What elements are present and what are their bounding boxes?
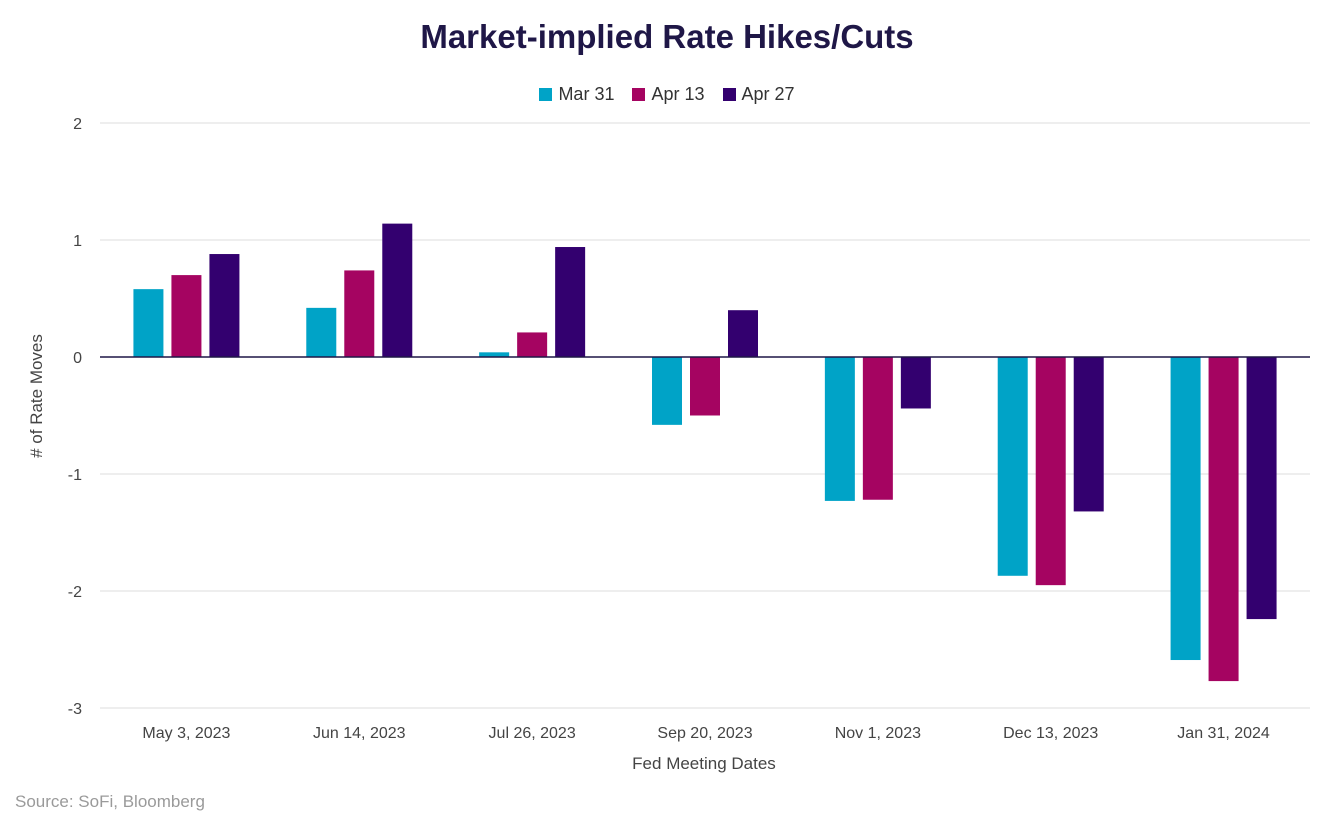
legend-item-apr-13: Apr 13 xyxy=(632,84,705,105)
legend-label: Mar 31 xyxy=(558,84,615,104)
x-tick-label: Jan 31, 2024 xyxy=(1177,725,1270,742)
legend-item-mar-31: Mar 31 xyxy=(539,84,614,105)
bar-apr-27 xyxy=(555,247,586,357)
chart-title: Market-implied Rate Hikes/Cuts xyxy=(420,18,914,55)
bars xyxy=(133,223,1277,682)
x-axis-ticks: May 3, 2023 Jun 14, 2023 Jul 26, 2023 Sep 2… xyxy=(142,725,1270,742)
legend-label: Apr 13 xyxy=(651,84,705,104)
bar-apr-13 xyxy=(344,270,375,357)
bar-apr-13 xyxy=(171,275,202,357)
legend-label: Apr 27 xyxy=(741,84,795,104)
x-tick-label: Nov 1, 2023 xyxy=(835,725,921,742)
source-note: Source: SoFi, Bloomberg xyxy=(15,792,205,811)
legend-swatch xyxy=(539,88,553,101)
bar-apr-13 xyxy=(1208,357,1239,682)
gridlines xyxy=(100,122,1310,709)
bar-apr-13 xyxy=(690,357,720,416)
bar-mar-31 xyxy=(133,289,164,357)
bar-apr-13 xyxy=(517,332,548,357)
x-tick-label: Sep 20, 2023 xyxy=(657,725,752,742)
y-tick-label: 2 xyxy=(73,116,82,133)
y-axis-ticks: 2 1 0 -1 -2 -3 xyxy=(68,116,82,718)
legend-swatch xyxy=(722,88,736,101)
bar-apr-27 xyxy=(382,223,413,357)
x-axis-label: Fed Meeting Dates xyxy=(632,754,776,773)
x-tick-label: May 3, 2023 xyxy=(142,725,230,742)
y-tick-label: -1 xyxy=(68,467,82,484)
y-axis-label: # of Rate Moves xyxy=(27,334,46,458)
legend-item-apr-27: Apr 27 xyxy=(722,84,795,105)
legend-swatch xyxy=(632,88,646,101)
bar-apr-27 xyxy=(900,357,931,409)
bar-mar-31 xyxy=(1170,357,1201,661)
bar-apr-27 xyxy=(1246,357,1277,620)
bar-apr-13 xyxy=(862,357,893,500)
bar-mar-31 xyxy=(479,352,510,357)
y-tick-label: 0 xyxy=(73,350,82,367)
bar-apr-27 xyxy=(209,254,240,357)
y-tick-label: -3 xyxy=(68,701,82,718)
x-tick-label: Jul 26, 2023 xyxy=(489,725,576,742)
bar-apr-13 xyxy=(1035,357,1066,586)
x-tick-label: Dec 13, 2023 xyxy=(1003,725,1098,742)
bar-apr-27 xyxy=(728,310,758,357)
bar-mar-31 xyxy=(652,357,682,425)
bar-apr-27 xyxy=(1073,357,1104,512)
legend: Mar 31 Apr 13 Apr 27 xyxy=(0,84,1334,105)
x-tick-label: Jun 14, 2023 xyxy=(313,725,406,742)
y-tick-label: 1 xyxy=(73,233,82,250)
bar-mar-31 xyxy=(824,357,855,501)
bar-mar-31 xyxy=(306,307,337,357)
y-tick-label: -2 xyxy=(68,584,82,601)
bar-mar-31 xyxy=(997,357,1028,576)
